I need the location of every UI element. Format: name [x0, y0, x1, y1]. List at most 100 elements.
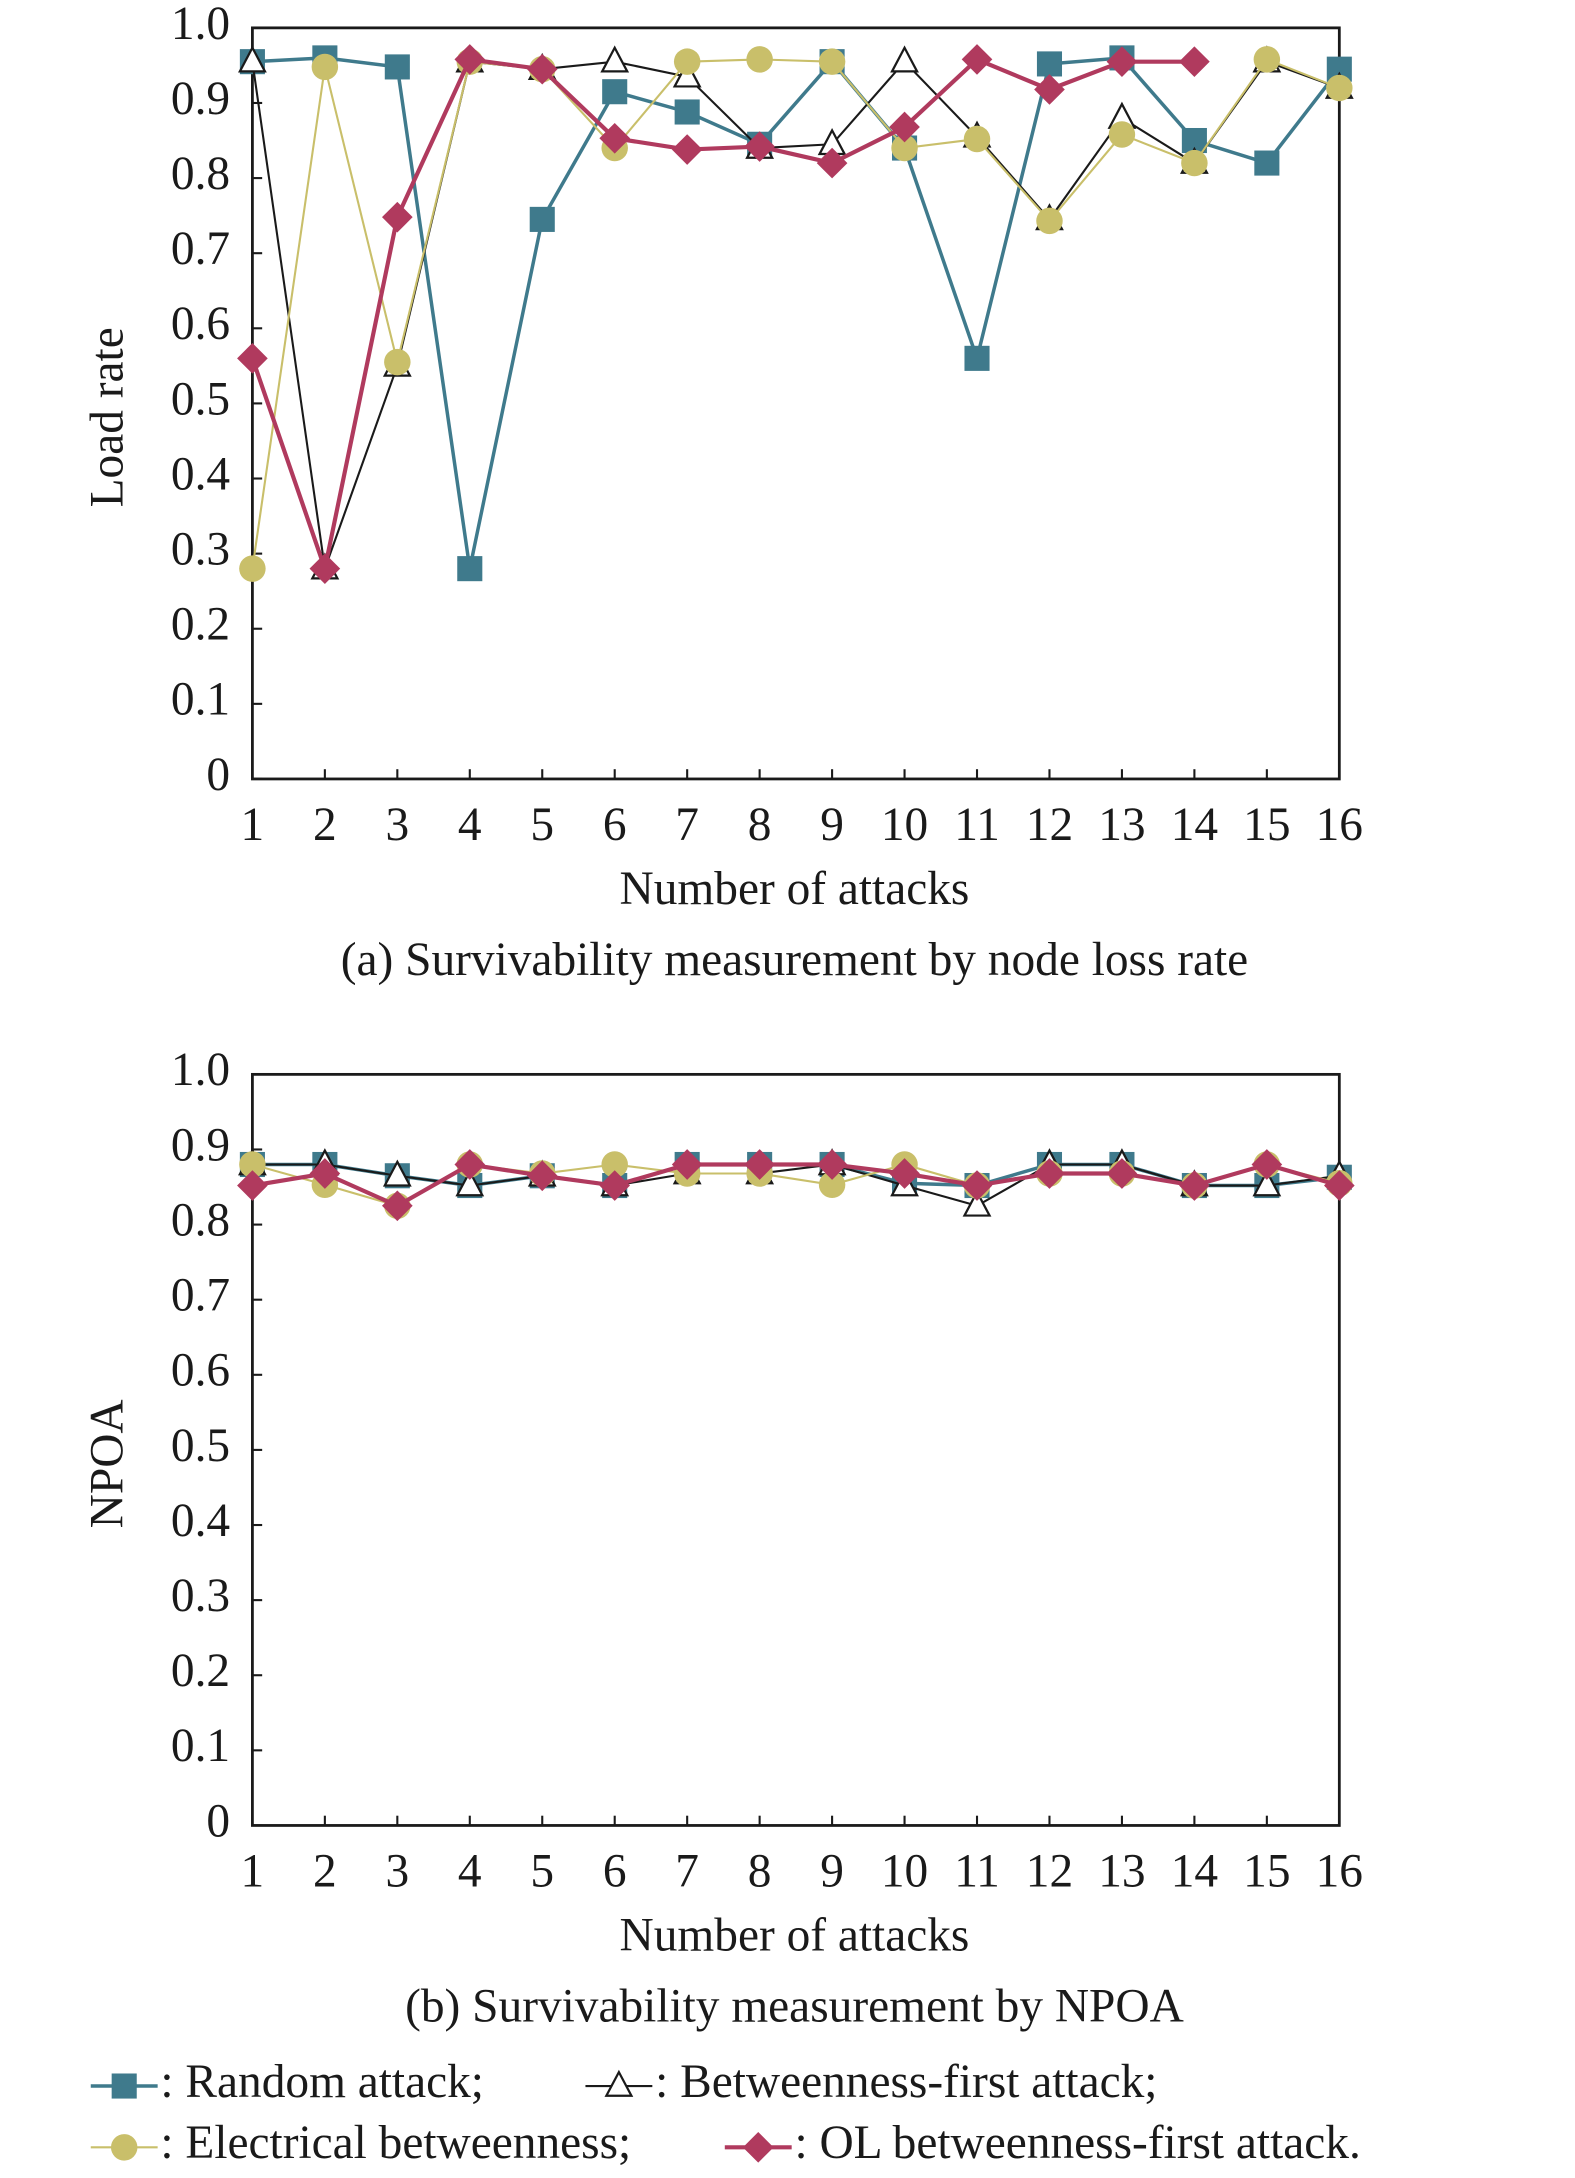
y-tick-label: 0.3 — [171, 524, 230, 576]
y-tick-label: 0 — [206, 749, 230, 801]
marker — [457, 556, 483, 582]
marker — [1253, 46, 1281, 73]
legend-label: : Random attack; — [160, 2056, 484, 2108]
x-tick-label: 13 — [1098, 1845, 1145, 1897]
marker — [526, 1160, 558, 1192]
x-tick-label: 8 — [748, 799, 772, 851]
series-line — [252, 1162, 1340, 1209]
y-tick-label: 0 — [206, 1795, 230, 1847]
marker — [1036, 51, 1063, 77]
y-tick-label: 0.6 — [171, 1345, 230, 1397]
marker — [381, 1190, 413, 1222]
x-axis-label: Number of attacks — [620, 1910, 970, 1962]
marker — [1326, 74, 1353, 102]
y-tick-label: 1.0 — [171, 0, 230, 50]
series-line — [252, 1163, 1340, 1207]
marker — [239, 555, 266, 582]
x-tick-label: 11 — [954, 1845, 1000, 1897]
marker — [671, 134, 703, 165]
marker — [746, 46, 773, 73]
legend-marker — [742, 2132, 774, 2163]
marker — [818, 48, 846, 75]
x-tick-label: 2 — [313, 799, 337, 851]
series — [237, 44, 1210, 584]
legend-label: : Betweenness-first attack; — [655, 2056, 1157, 2108]
y-tick-label: 1.0 — [171, 1044, 230, 1096]
x-axis-label: Number of attacks — [620, 863, 970, 915]
legend-marker — [111, 2073, 137, 2099]
x-tick-label: 14 — [1171, 799, 1218, 851]
marker — [964, 345, 990, 371]
marker — [384, 348, 411, 376]
series-line — [252, 56, 1341, 570]
x-tick-label: 15 — [1243, 1845, 1290, 1897]
marker — [602, 79, 628, 105]
marker — [526, 53, 558, 85]
series-line — [251, 58, 1340, 569]
marker — [963, 125, 991, 153]
caption: (b) Survivability measurement by NPOA — [405, 1981, 1184, 2033]
marker — [1034, 1158, 1065, 1189]
x-tick-label: 7 — [675, 799, 699, 851]
marker — [237, 343, 268, 374]
plot-frame — [251, 1072, 1341, 1827]
x-tick-label: 6 — [603, 1845, 627, 1897]
marker — [1181, 149, 1208, 177]
marker — [454, 44, 486, 75]
marker — [1106, 46, 1138, 77]
x-tick-label: 9 — [820, 799, 844, 851]
x-tick-label: 6 — [603, 799, 627, 851]
marker — [529, 206, 555, 232]
series — [239, 45, 1352, 582]
x-tick-label: 1 — [241, 799, 265, 851]
marker — [381, 201, 413, 233]
y-tick-label: 0.9 — [171, 73, 230, 125]
y-tick-label: 0.8 — [171, 148, 230, 200]
marker — [382, 1159, 412, 1187]
series-line — [250, 56, 1195, 577]
plot-frame — [251, 26, 1341, 781]
marker — [239, 1151, 266, 1178]
x-tick-label: 10 — [881, 1845, 928, 1897]
y-tick-label: 0.7 — [171, 1270, 230, 1322]
y-tick-label: 0.3 — [171, 1570, 230, 1622]
legend-marker — [604, 2069, 634, 2097]
marker — [1254, 150, 1280, 176]
legend-marker — [110, 2134, 138, 2161]
marker — [889, 1158, 920, 1189]
marker — [818, 1171, 846, 1199]
marker — [889, 111, 920, 143]
marker — [816, 147, 848, 179]
marker — [674, 99, 700, 125]
y-tick-label: 0.2 — [171, 1645, 230, 1697]
y-tick-label: 0.6 — [171, 298, 230, 350]
x-tick-label: 1 — [241, 1845, 265, 1897]
x-tick-label: 4 — [458, 1845, 482, 1897]
marker — [1108, 121, 1136, 148]
x-tick-label: 16 — [1316, 799, 1363, 851]
x-tick-label: 4 — [458, 799, 482, 851]
marker — [455, 1169, 485, 1197]
y-axis-label: Load rate — [82, 327, 134, 507]
marker — [1034, 74, 1065, 105]
marker — [384, 54, 410, 80]
marker — [962, 1189, 992, 1217]
marker — [1036, 207, 1063, 235]
x-tick-label: 13 — [1098, 799, 1145, 851]
x-tick-label: 5 — [530, 799, 554, 851]
x-tick-label: 2 — [313, 1845, 337, 1897]
marker — [309, 1158, 341, 1189]
legend-label: : Electrical betweenness; — [160, 2117, 631, 2169]
y-tick-label: 0.5 — [171, 373, 230, 425]
y-tick-label: 0.2 — [171, 599, 230, 651]
x-tick-label: 15 — [1243, 799, 1290, 851]
x-tick-label: 8 — [748, 1845, 772, 1897]
marker — [673, 48, 701, 75]
y-tick-label: 0.1 — [171, 674, 230, 726]
marker — [890, 45, 919, 73]
series-line — [252, 1163, 1340, 1207]
y-tick-label: 0.1 — [171, 1720, 230, 1772]
marker — [601, 1151, 628, 1178]
x-tick-label: 3 — [385, 1845, 409, 1897]
